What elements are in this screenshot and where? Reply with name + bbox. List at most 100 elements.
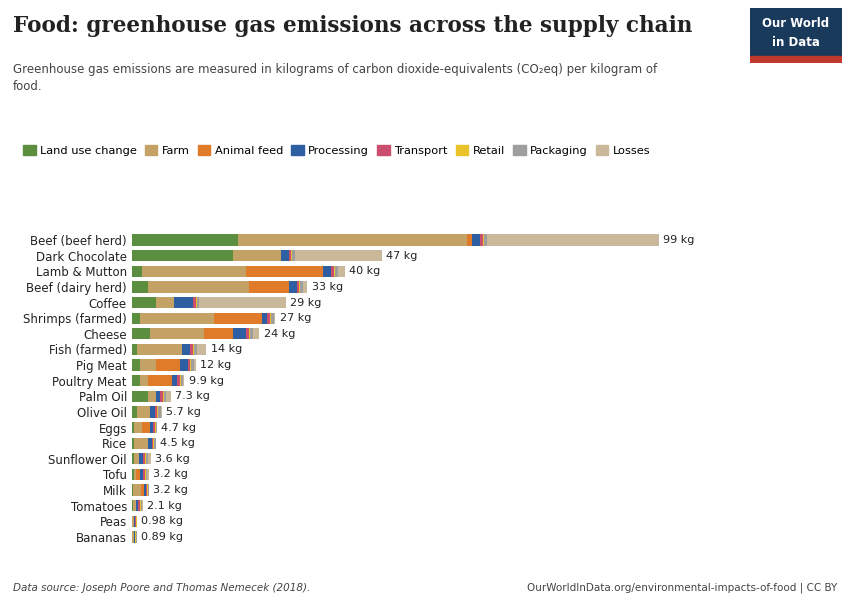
Bar bbox=[152, 437, 153, 449]
Bar bbox=[132, 359, 139, 371]
Bar bbox=[145, 484, 147, 496]
Bar bbox=[337, 266, 344, 277]
Bar bbox=[132, 422, 134, 433]
Bar bbox=[200, 297, 286, 308]
Text: 27 kg: 27 kg bbox=[280, 313, 311, 323]
Text: 4.7 kg: 4.7 kg bbox=[161, 422, 196, 433]
Bar bbox=[204, 328, 233, 340]
Bar bbox=[193, 344, 194, 355]
Text: 3.2 kg: 3.2 kg bbox=[153, 485, 188, 495]
Text: OurWorldInData.org/environmental-impacts-of-food | CC BY: OurWorldInData.org/environmental-impacts… bbox=[527, 582, 837, 593]
Bar bbox=[145, 453, 148, 464]
Bar bbox=[274, 313, 275, 324]
Bar bbox=[484, 235, 487, 245]
Bar bbox=[132, 453, 134, 464]
Bar bbox=[132, 250, 233, 261]
Bar bbox=[140, 469, 144, 480]
Bar bbox=[132, 313, 139, 324]
Bar bbox=[487, 235, 659, 245]
Bar bbox=[134, 437, 148, 449]
Text: 3.6 kg: 3.6 kg bbox=[156, 454, 190, 464]
Bar bbox=[134, 453, 139, 464]
Text: 29 kg: 29 kg bbox=[291, 298, 321, 308]
Bar bbox=[132, 344, 137, 355]
Bar bbox=[196, 344, 207, 355]
Bar bbox=[233, 250, 280, 261]
Bar bbox=[233, 328, 246, 340]
Bar bbox=[190, 359, 191, 371]
Bar bbox=[133, 500, 136, 511]
Bar bbox=[467, 235, 473, 245]
Bar bbox=[164, 391, 167, 402]
Bar bbox=[143, 422, 150, 433]
Bar bbox=[132, 235, 238, 245]
Bar bbox=[139, 313, 214, 324]
Bar bbox=[295, 250, 382, 261]
Bar bbox=[147, 469, 149, 480]
Bar bbox=[133, 532, 134, 542]
Bar bbox=[148, 437, 152, 449]
Bar bbox=[137, 344, 182, 355]
Bar bbox=[132, 281, 148, 293]
Text: 0.98 kg: 0.98 kg bbox=[141, 517, 184, 526]
Bar bbox=[292, 250, 295, 261]
Bar bbox=[480, 235, 483, 245]
Bar bbox=[141, 484, 144, 496]
Bar bbox=[141, 500, 143, 511]
Bar bbox=[483, 235, 484, 245]
Bar bbox=[303, 281, 308, 293]
Bar bbox=[148, 375, 172, 386]
Text: Greenhouse gas emissions are measured in kilograms of carbon dioxide-equivalents: Greenhouse gas emissions are measured in… bbox=[13, 63, 657, 93]
Bar bbox=[132, 469, 134, 480]
Bar bbox=[133, 484, 141, 496]
Bar bbox=[262, 313, 268, 324]
Bar bbox=[156, 359, 179, 371]
Text: 5.7 kg: 5.7 kg bbox=[167, 407, 201, 417]
Bar bbox=[148, 391, 156, 402]
Bar bbox=[153, 422, 155, 433]
Bar bbox=[297, 281, 299, 293]
Text: 4.5 kg: 4.5 kg bbox=[160, 438, 195, 448]
Bar bbox=[174, 297, 193, 308]
Bar bbox=[246, 266, 323, 277]
Text: in Data: in Data bbox=[772, 35, 819, 49]
Bar bbox=[246, 328, 249, 340]
Text: 0.89 kg: 0.89 kg bbox=[141, 532, 183, 542]
Bar bbox=[136, 500, 139, 511]
Bar bbox=[181, 375, 184, 386]
Bar bbox=[249, 281, 289, 293]
Bar bbox=[155, 422, 156, 433]
Bar bbox=[148, 484, 149, 496]
Bar bbox=[144, 453, 145, 464]
Bar bbox=[161, 406, 162, 418]
Bar bbox=[143, 453, 144, 464]
Bar bbox=[271, 313, 274, 324]
Bar bbox=[179, 375, 181, 386]
Bar bbox=[132, 297, 156, 308]
Bar bbox=[190, 344, 193, 355]
Bar bbox=[289, 281, 297, 293]
Bar bbox=[249, 328, 250, 340]
Bar bbox=[139, 359, 156, 371]
Bar bbox=[150, 328, 204, 340]
Bar bbox=[332, 266, 334, 277]
Bar bbox=[144, 469, 145, 480]
Text: Data source: Joseph Poore and Thomas Nemecek (2018).: Data source: Joseph Poore and Thomas Nem… bbox=[13, 583, 310, 593]
Bar bbox=[160, 391, 162, 402]
Bar bbox=[167, 391, 171, 402]
Bar bbox=[280, 250, 289, 261]
Bar bbox=[132, 484, 133, 496]
Bar bbox=[132, 266, 143, 277]
Bar bbox=[270, 313, 271, 324]
Bar bbox=[182, 344, 190, 355]
Bar bbox=[148, 453, 151, 464]
Bar bbox=[134, 422, 143, 433]
Bar bbox=[473, 235, 480, 245]
Bar bbox=[137, 406, 150, 418]
Bar bbox=[335, 266, 337, 277]
Text: 3.2 kg: 3.2 kg bbox=[153, 469, 188, 479]
Text: 33 kg: 33 kg bbox=[312, 282, 343, 292]
Text: 99 kg: 99 kg bbox=[663, 235, 694, 245]
Bar bbox=[148, 281, 249, 293]
Bar bbox=[156, 391, 160, 402]
